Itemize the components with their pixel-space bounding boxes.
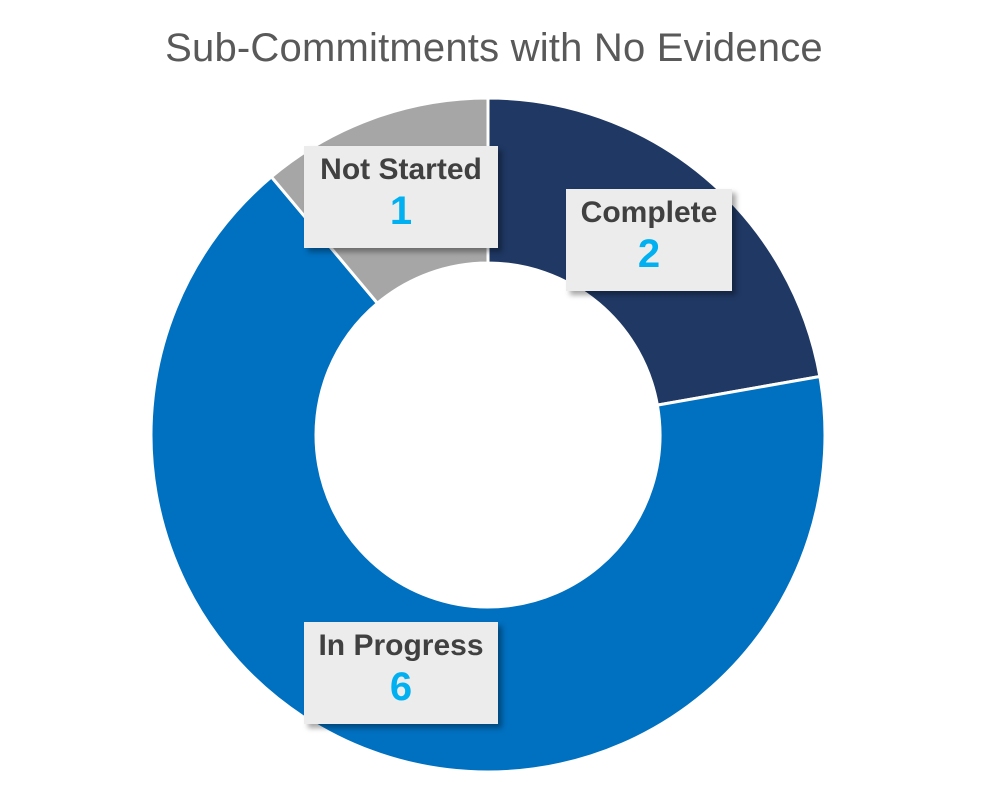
- data-label-value: 1: [389, 189, 413, 233]
- data-label-value: 6: [389, 665, 413, 709]
- data-label-in-progress: In Progress 6: [304, 622, 498, 724]
- data-label-not-started: Not Started 1: [304, 146, 498, 248]
- chart-title: Sub-Commitments with No Evidence: [165, 26, 823, 70]
- data-label-name: Complete: [580, 196, 718, 229]
- data-label-value: 2: [637, 232, 661, 276]
- data-label-name: Not Started: [320, 153, 482, 186]
- data-label-complete: Complete 2: [566, 189, 732, 291]
- data-label-name: In Progress: [318, 629, 484, 662]
